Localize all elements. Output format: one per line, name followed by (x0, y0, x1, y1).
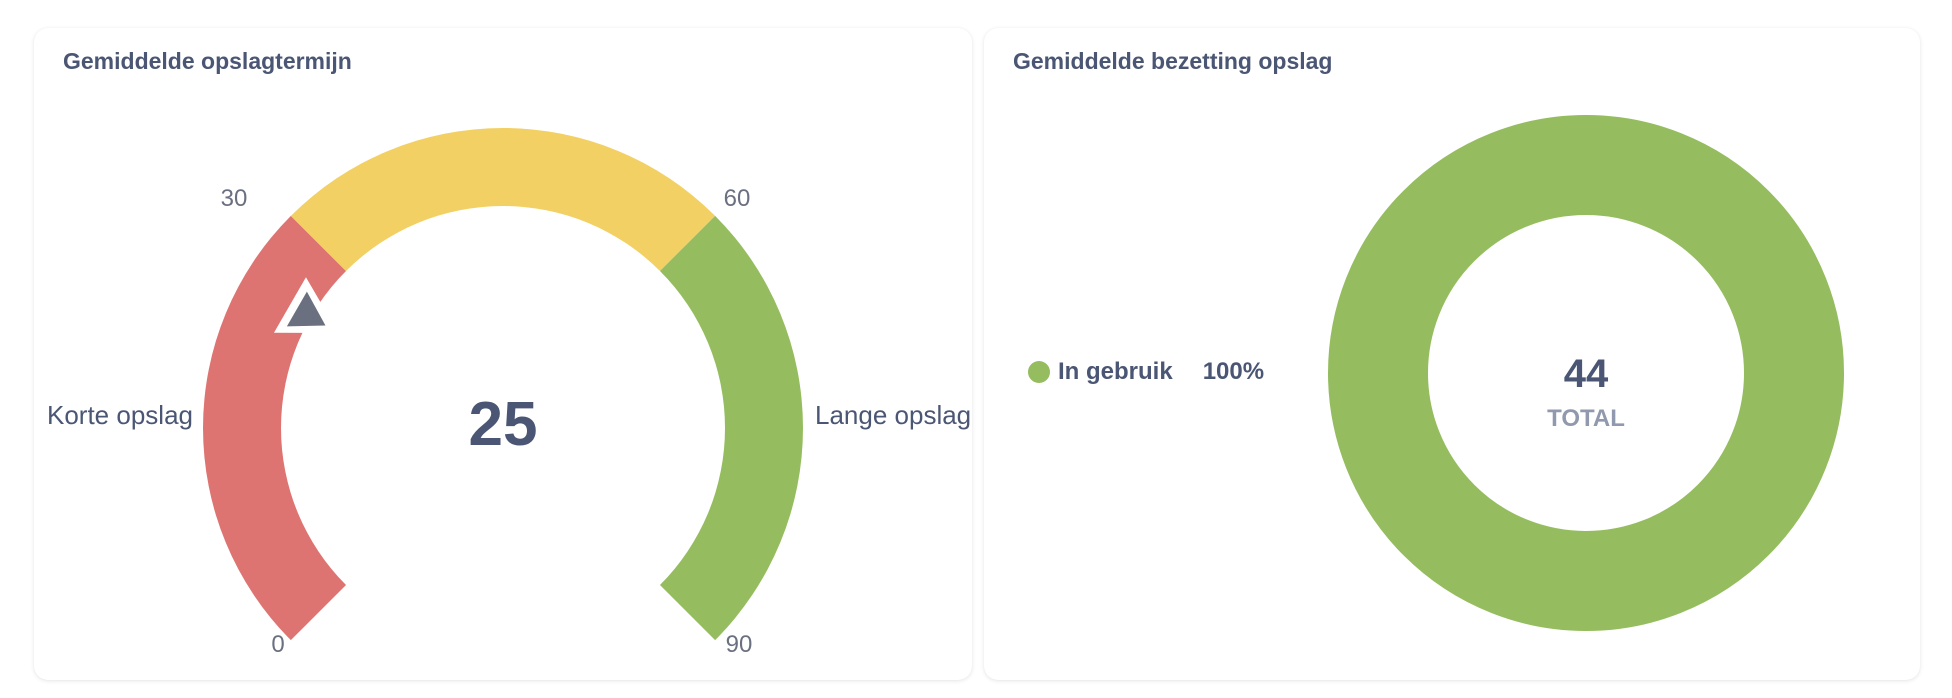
gauge-segment-short[interactable] (203, 215, 347, 641)
legend-item[interactable]: In gebruik 100% (1028, 358, 1264, 386)
donut-total-label: TOTAL (1547, 405, 1625, 432)
legend-label: In gebruik (1058, 358, 1173, 385)
gauge-segment-medium[interactable] (290, 128, 716, 272)
long-storage-label: Lange opslag (815, 400, 971, 430)
donut-card: Gemiddelde bezetting opslag In gebruik 1… (984, 28, 1920, 680)
gauge-segment-long[interactable] (659, 215, 803, 641)
legend-percent: 100% (1202, 358, 1265, 385)
tick-label-90: 90 (726, 631, 753, 658)
tick-label-30: 30 (221, 185, 248, 212)
gauge-chart: 30 60 0 90 Korte opslag Lange opslag 25 (47, 128, 971, 658)
gauge-needle-icon (273, 277, 339, 333)
donut-slice-in-use[interactable] (1328, 115, 1844, 631)
gauge-value: 25 (469, 390, 538, 459)
tick-label-0: 0 (271, 631, 284, 658)
card-title: Gemiddelde bezetting opslag (1013, 48, 1333, 74)
card-title: Gemiddelde opslagtermijn (63, 48, 352, 74)
legend-dot-icon (1028, 361, 1050, 383)
gauge-card: Gemiddelde opslagtermijn 30 60 0 90 Kort… (34, 28, 972, 680)
tick-label-60: 60 (724, 185, 751, 212)
short-storage-label: Korte opslag (47, 400, 193, 430)
donut-chart: 44 TOTAL (1328, 115, 1844, 631)
donut-total-value: 44 (1564, 352, 1609, 396)
